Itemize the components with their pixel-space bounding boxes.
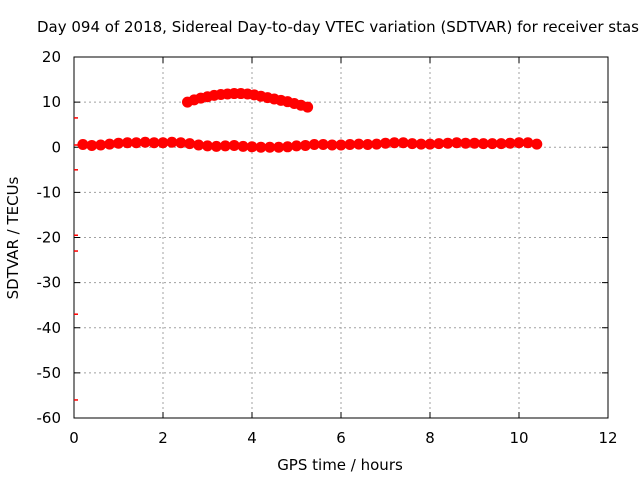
data-point bbox=[86, 139, 98, 151]
data-point bbox=[362, 139, 374, 151]
data-point bbox=[344, 139, 356, 151]
data-point bbox=[139, 136, 151, 148]
data-point bbox=[202, 140, 213, 152]
data-point bbox=[353, 138, 365, 150]
y-tick-label: -60 bbox=[37, 409, 62, 427]
data-point bbox=[130, 137, 142, 149]
data-point bbox=[237, 140, 249, 152]
data-point bbox=[308, 139, 320, 151]
data-point bbox=[531, 138, 543, 150]
y-tick-label: 10 bbox=[42, 93, 61, 111]
data-point bbox=[157, 137, 169, 149]
data-point bbox=[113, 137, 124, 149]
data-point bbox=[121, 137, 133, 149]
data-point bbox=[264, 141, 276, 153]
chart-title: Day 094 of 2018, Sidereal Day-to-day VTE… bbox=[37, 18, 639, 36]
data-point bbox=[406, 138, 418, 150]
data-point bbox=[495, 138, 507, 150]
data-point bbox=[175, 137, 187, 149]
data-point bbox=[299, 139, 311, 151]
y-tick-label: -50 bbox=[37, 364, 62, 382]
data-point bbox=[388, 137, 400, 149]
data-point bbox=[371, 138, 383, 150]
data-series bbox=[74, 117, 78, 401]
data-point bbox=[302, 101, 314, 113]
x-tick-label: 4 bbox=[247, 429, 257, 447]
x-tick-label: 12 bbox=[598, 429, 617, 447]
y-tick-label: 0 bbox=[51, 138, 61, 156]
y-tick-label: -30 bbox=[37, 274, 62, 292]
data-point bbox=[397, 137, 409, 149]
grid-lines bbox=[74, 57, 608, 418]
data-point bbox=[317, 139, 329, 151]
data-series bbox=[77, 136, 543, 153]
data-point bbox=[148, 137, 160, 149]
data-point bbox=[193, 139, 205, 151]
x-tick-label: 0 bbox=[69, 429, 79, 447]
data-point bbox=[104, 138, 116, 150]
data-series bbox=[181, 88, 314, 113]
data-point bbox=[442, 137, 454, 149]
data-point bbox=[210, 140, 222, 152]
x-tick-label: 2 bbox=[158, 429, 168, 447]
data-point bbox=[282, 141, 294, 153]
data-point bbox=[460, 137, 472, 149]
data-point bbox=[469, 137, 480, 149]
data-point bbox=[433, 138, 445, 150]
x-axis-label: GPS time / hours bbox=[277, 456, 403, 474]
x-tick-label: 10 bbox=[509, 429, 528, 447]
data-point bbox=[504, 137, 516, 149]
data-point bbox=[451, 137, 463, 149]
data-point bbox=[335, 139, 347, 151]
data-point bbox=[415, 138, 427, 150]
data-point bbox=[77, 139, 89, 151]
x-tick-labels: 0 2 4 6 8 10 12 bbox=[69, 429, 617, 447]
data-point bbox=[219, 140, 231, 152]
data-point bbox=[326, 139, 338, 151]
data-point bbox=[166, 136, 178, 148]
y-tick-labels: -60 -50 -40 -30 -20 -10 0 10 20 bbox=[37, 48, 62, 427]
data-points bbox=[74, 88, 543, 401]
y-tick-label: 20 bbox=[42, 48, 61, 66]
data-point bbox=[513, 137, 525, 149]
x-tick-label: 6 bbox=[336, 429, 346, 447]
y-tick-label: -10 bbox=[37, 183, 62, 201]
x-tick-label: 8 bbox=[425, 429, 435, 447]
data-point bbox=[246, 141, 258, 153]
y-tick-label: -40 bbox=[37, 319, 62, 337]
data-point bbox=[255, 141, 267, 153]
data-point bbox=[380, 137, 391, 149]
data-point bbox=[184, 138, 196, 150]
data-point bbox=[273, 141, 285, 153]
y-tick-label: -20 bbox=[37, 229, 62, 247]
data-point bbox=[522, 137, 534, 149]
data-point bbox=[95, 139, 107, 151]
data-point bbox=[424, 138, 436, 150]
data-point bbox=[228, 139, 240, 151]
y-axis-label: SDTVAR / TECUs bbox=[4, 176, 22, 299]
data-point bbox=[291, 140, 302, 152]
data-point bbox=[486, 138, 498, 150]
data-point bbox=[477, 138, 489, 150]
